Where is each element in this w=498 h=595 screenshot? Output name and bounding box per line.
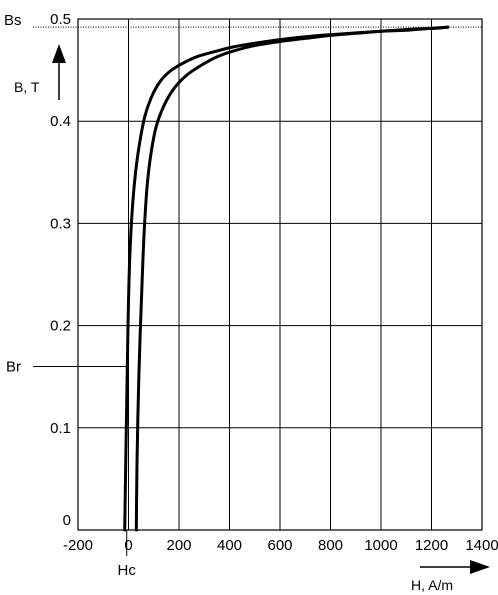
y-tick-label: 0 bbox=[63, 512, 71, 529]
x-tick-label: 600 bbox=[267, 537, 292, 554]
x-tick-label: 1000 bbox=[364, 537, 397, 554]
y-axis-title: B, T bbox=[14, 79, 40, 95]
x-axis-title-group: H, A/m bbox=[411, 560, 490, 593]
hysteresis-branch-2 bbox=[134, 25, 450, 532]
hc-label: Hc bbox=[118, 562, 137, 579]
bs-label: Bs bbox=[4, 12, 22, 29]
marker-layer: Bs Br Hc bbox=[4, 12, 482, 579]
y-axis-arrow-head bbox=[52, 44, 66, 63]
x-tick-label: 0 bbox=[124, 537, 132, 554]
x-tick-label: 200 bbox=[166, 537, 191, 554]
hysteresis-branch-1 bbox=[123, 25, 450, 532]
x-axis-arrow-head bbox=[470, 560, 490, 574]
x-tick-label: 1400 bbox=[465, 537, 498, 554]
label-layer: -200 0 200 400 600 800 1000 1200 1400 0 0.1 0.2 0.3 0… bbox=[50, 11, 498, 554]
y-tick-label: 0.5 bbox=[50, 11, 71, 28]
br-label: Br bbox=[6, 358, 21, 375]
x-tick-label: 800 bbox=[318, 537, 343, 554]
x-axis-title: H, A/m bbox=[411, 577, 453, 593]
y-tick-label: 0.2 bbox=[50, 318, 71, 335]
y-tick-label: 0.3 bbox=[50, 215, 71, 232]
x-tick-label: 1200 bbox=[415, 537, 448, 554]
curve-layer bbox=[123, 25, 450, 532]
y-tick-label: 0.4 bbox=[50, 113, 71, 130]
plot-frame bbox=[77, 18, 483, 531]
x-tick-label: 400 bbox=[217, 537, 242, 554]
grid-layer bbox=[77, 18, 483, 531]
x-tick-label: -200 bbox=[63, 537, 93, 554]
y-tick-label: 0.1 bbox=[50, 420, 71, 437]
y-axis-title-group: B, T bbox=[14, 44, 66, 100]
